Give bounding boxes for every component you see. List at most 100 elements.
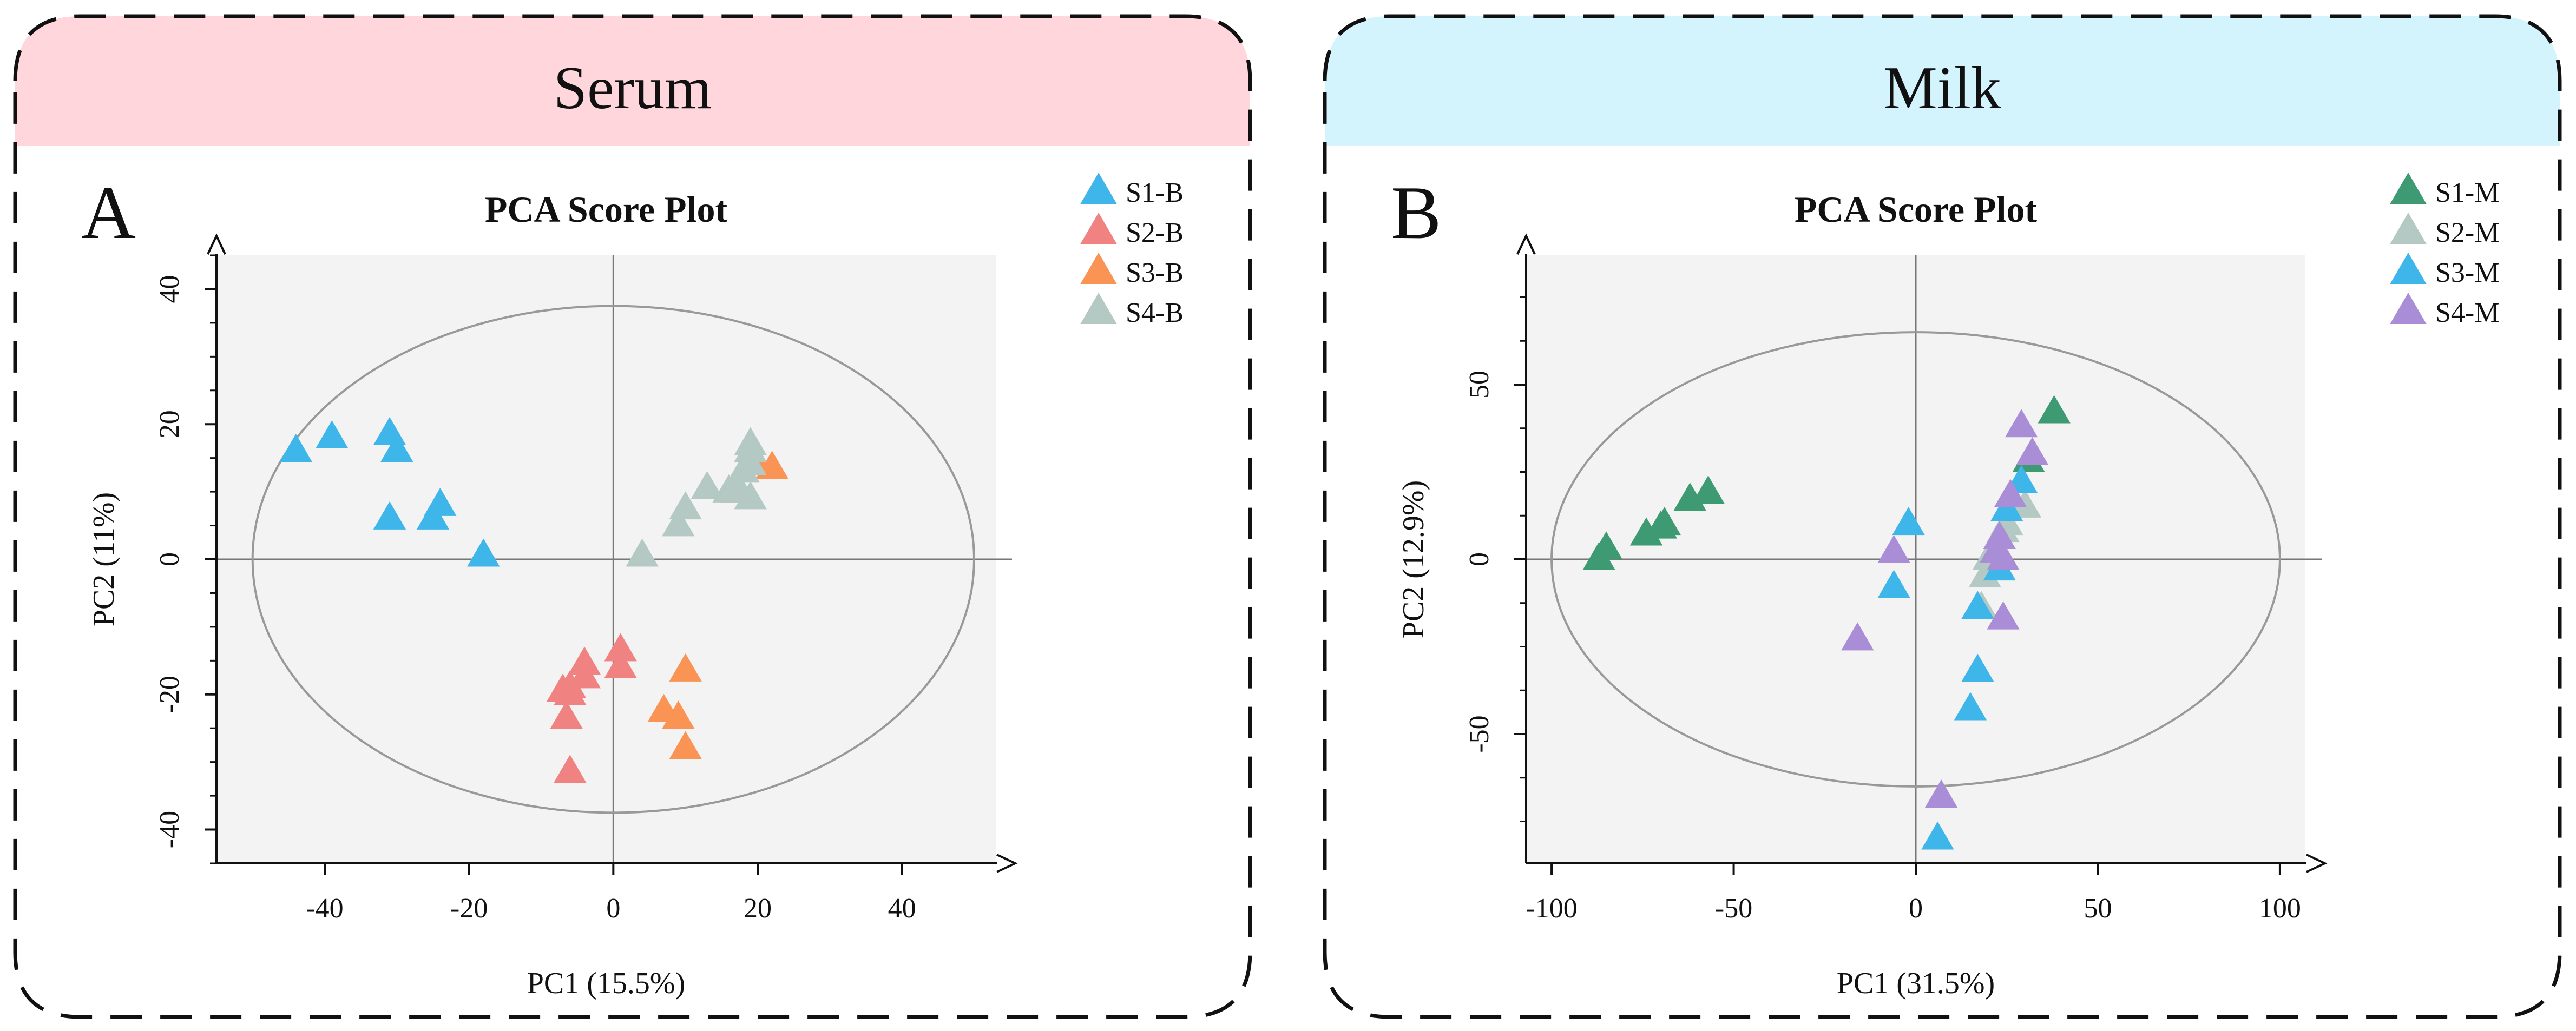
y-tick-label: 0 (154, 552, 185, 566)
x-axis-arrow (996, 854, 1018, 873)
x-tick-label: 20 (744, 893, 772, 924)
y-axis-arrow (207, 233, 226, 255)
confidence-ellipse (251, 305, 976, 814)
series-s2-b (546, 633, 637, 783)
chart-title: PCA Score Plot (485, 189, 728, 230)
legend-marker (2390, 213, 2427, 244)
x-axis-label: PC1 (31.5%) (1837, 967, 1995, 1000)
panel-dashed-border (13, 14, 1252, 1019)
data-point-triangle (279, 433, 312, 462)
legend-label: S3-M (2435, 257, 2499, 288)
x-tick-label: -20 (450, 893, 488, 924)
legend-marker (1080, 213, 1117, 244)
y-tick-label-group: 50 (1464, 371, 1495, 399)
chart-title: PCA Score Plot (1795, 189, 2038, 230)
x-axis-arrow (2306, 854, 2328, 873)
data-point-triangle (1961, 591, 1994, 619)
y-tick-label-group: 20 (154, 410, 185, 438)
x-tick-label: 50 (2084, 893, 2112, 924)
y-axis-label-group: PC2 (11%) (87, 492, 121, 626)
data-point-triangle (373, 501, 406, 530)
data-point-triangle (626, 538, 659, 567)
legend-label: S2-B (1126, 217, 1184, 248)
panel-serum: Serum A PCA Score Plot -40 -20 0 20 40 -40 -20 0 20… (0, 0, 1256, 1031)
legend-marker (1080, 173, 1117, 204)
y-tick-label: -40 (154, 811, 185, 848)
series-s4-m (1841, 409, 2049, 808)
series-s4-b (626, 427, 767, 567)
y-tick-label: 20 (154, 410, 185, 438)
data-point-triangle (669, 731, 702, 759)
panel-letter: B (1391, 171, 1441, 255)
y-tick-label-group: 0 (1464, 552, 1495, 566)
data-point-triangle (1648, 507, 1681, 536)
legend-marker (1080, 293, 1117, 325)
y-tick-label: -20 (154, 676, 185, 713)
y-tick-label: -50 (1464, 715, 1495, 752)
x-axis-label: PC1 (15.5%) (527, 967, 685, 1000)
legend-label: S4-B (1126, 298, 1184, 328)
y-axis-label: PC2 (12.9%) (1397, 480, 1430, 638)
legend-label: S1-B (1126, 177, 1184, 208)
data-point-triangle (1892, 507, 1925, 536)
x-tick-label: 0 (606, 893, 620, 924)
legend-label: S1-M (2435, 177, 2499, 208)
x-tick-label: 0 (1909, 893, 1923, 924)
panel-header-title: Serum (554, 55, 712, 122)
x-tick-label: -40 (306, 893, 343, 924)
x-tick-label: 40 (888, 893, 916, 924)
data-point-triangle (604, 633, 637, 662)
data-point-triangle (1961, 653, 1994, 682)
data-point-triangle (1877, 534, 1910, 563)
panel-header-background (1325, 16, 2560, 146)
panel-header-background (15, 16, 1250, 146)
data-point-triangle (1994, 479, 2027, 507)
data-point-triangle (467, 538, 500, 567)
y-axis-label: PC2 (11%) (87, 492, 121, 626)
y-axis-label-group: PC2 (12.9%) (1397, 480, 1430, 638)
data-point-triangle (1589, 531, 1623, 560)
series-s1-b (279, 417, 500, 567)
y-tick-label: 40 (154, 275, 185, 303)
legend-marker (1080, 253, 1117, 285)
y-tick-label-group: -40 (154, 811, 185, 848)
data-point-triangle (669, 653, 702, 682)
data-point-triangle (734, 481, 767, 510)
y-tick-label-group: 0 (154, 552, 185, 566)
data-point-triangle (1924, 779, 1958, 808)
data-point-triangle (380, 433, 413, 462)
data-point-triangle (734, 427, 767, 455)
y-tick-label-group: 40 (154, 275, 185, 303)
data-point-triangle (1921, 821, 1954, 850)
legend-marker (2390, 253, 2427, 285)
panel-header-title: Milk (1883, 55, 2001, 122)
legend-label: S4-M (2435, 298, 2499, 328)
data-point-triangle (691, 471, 724, 499)
serum-chart-svg: Serum A PCA Score Plot -40 -20 0 20 40 -40 -20 0 20… (13, 14, 1252, 1019)
data-point-triangle (1987, 601, 2020, 630)
data-point-triangle (669, 491, 702, 520)
data-point-triangle (1841, 622, 1874, 651)
legend-marker (2390, 293, 2427, 325)
y-tick-label: 50 (1464, 371, 1495, 399)
y-tick-label: 0 (1464, 552, 1495, 566)
x-tick-label: -100 (1526, 893, 1577, 924)
x-tick-label: -50 (1715, 893, 1752, 924)
panel-letter: A (81, 171, 136, 255)
y-tick-label-group: -50 (1464, 715, 1495, 752)
data-point-triangle (1954, 692, 1987, 721)
data-point-triangle (604, 650, 637, 678)
data-point-triangle (554, 677, 587, 705)
data-point-triangle (2005, 409, 2038, 438)
panel-dashed-border (1323, 14, 2562, 1019)
data-point-triangle (662, 700, 695, 729)
y-axis-arrow (1516, 233, 1536, 255)
data-point-triangle (1877, 570, 1910, 598)
legend-label: S2-M (2435, 217, 2499, 248)
confidence-ellipse (1550, 331, 2281, 788)
data-point-triangle (424, 487, 457, 516)
series-s3-m (1877, 465, 2038, 850)
x-tick-label: 100 (2259, 893, 2301, 924)
data-point-triangle (550, 700, 583, 729)
panel-milk: Milk B PCA Score Plot -100 -50 0 50 100 -50 0 50 PC… (1310, 0, 2565, 1031)
